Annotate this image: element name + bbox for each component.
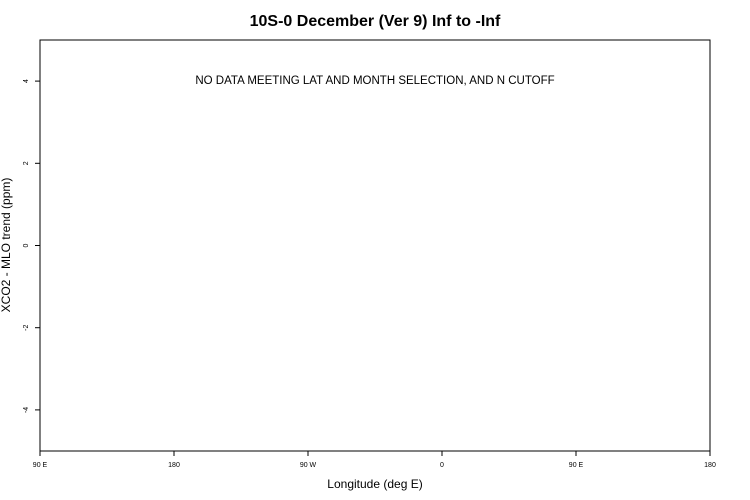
x-axis: 90 E 180 90 W 0 90 E 180 (33, 451, 716, 469)
y-axis: -4 -2 0 2 4 (23, 79, 40, 413)
y-tick-label: 4 (23, 79, 30, 83)
y-tick-label: -2 (23, 324, 30, 330)
chart-title: 10S-0 December (Ver 9) Inf to -Inf (250, 13, 501, 30)
x-axis-label: Longitude (deg E) (327, 477, 422, 491)
y-tick-label: -4 (23, 407, 30, 413)
y-tick-label: 0 (23, 243, 30, 247)
x-tick-label: 90 E (33, 462, 48, 469)
y-tick-label: 2 (23, 161, 30, 165)
x-tick-label: 90 E (569, 462, 584, 469)
x-tick-label: 0 (440, 462, 444, 469)
x-tick-label: 90 W (300, 462, 317, 469)
y-axis-label: XCO2 - MLO trend (ppm) (0, 178, 13, 313)
no-data-annotation: NO DATA MEETING LAT AND MONTH SELECTION,… (195, 75, 554, 87)
x-tick-label: 180 (704, 462, 716, 469)
x-tick-label: 180 (168, 462, 180, 469)
